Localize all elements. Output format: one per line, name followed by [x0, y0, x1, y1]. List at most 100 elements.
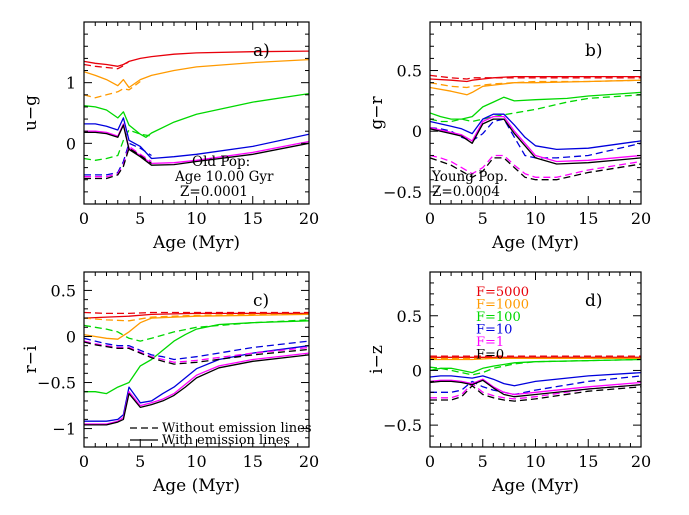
- series-group: [430, 355, 641, 402]
- x-tick-label: 0: [79, 209, 89, 228]
- series-line-f-1000-with-lines: [84, 58, 309, 89]
- series-line-f-1000-without-lines: [84, 80, 141, 99]
- series-line-f-5000-without-lines: [430, 74, 641, 80]
- x-axis-title: Age (Myr): [152, 233, 240, 253]
- annotation-text: Z=0.0001: [180, 184, 248, 200]
- series-line-f-0-without-lines: [430, 157, 641, 181]
- series-line-f-1-without-lines: [84, 340, 309, 363]
- series-line-f-0-without-lines: [430, 385, 641, 402]
- series-line-f-10-without-lines: [430, 118, 641, 159]
- y-tick-label: 0.5: [51, 281, 76, 300]
- y-tick-label: −0.5: [37, 374, 76, 393]
- series-line-f-100-with-lines: [84, 92, 309, 138]
- series-line-f-1000-with-lines: [430, 79, 641, 96]
- series-line-f-1-without-lines: [430, 382, 641, 400]
- x-axis-title: Age (Myr): [152, 476, 240, 496]
- y-axis-title: g−r: [367, 96, 387, 130]
- x-tick-label: 0: [79, 452, 89, 471]
- x-tick-label: 5: [478, 209, 488, 228]
- series-line-f-1000-with-lines: [84, 313, 309, 340]
- y-axis-title: r−i: [21, 345, 41, 373]
- x-tick-label: 0: [425, 209, 435, 228]
- series-line-f-1-without-lines: [430, 154, 641, 178]
- annotation-text: Old Pop:: [192, 154, 250, 170]
- x-tick-label: 15: [578, 452, 598, 471]
- x-tick-label: 20: [299, 452, 319, 471]
- panel-tag: c): [253, 291, 269, 311]
- x-tick-label: 10: [525, 452, 545, 471]
- y-tick-label: 0.5: [397, 307, 422, 326]
- series-line-f-10-with-lines: [430, 113, 641, 151]
- series-group: [430, 74, 641, 181]
- x-tick-label: 10: [186, 209, 206, 228]
- series-line-f-5000-with-lines: [84, 312, 309, 319]
- legend-dashed-label: Without emission lines: [162, 421, 312, 436]
- series-line-f-0-with-lines: [430, 118, 641, 165]
- y-tick-label: 0: [66, 134, 76, 153]
- panel-tag: b): [585, 41, 603, 61]
- x-tick-label: 20: [631, 209, 651, 228]
- series-line-f-100-without-lines: [84, 319, 309, 342]
- legend-entry: F=1000: [476, 298, 529, 313]
- x-tick-label: 5: [135, 452, 145, 471]
- series-line-f-1-without-lines: [84, 145, 152, 178]
- series-line-f-0-without-lines: [84, 147, 152, 180]
- y-tick-label: 0.5: [397, 62, 422, 81]
- series-line-f-10-without-lines: [84, 142, 152, 176]
- y-axis-title: i−z: [367, 345, 387, 374]
- series-line-f-0-with-lines: [84, 124, 309, 166]
- series-group: [84, 50, 309, 180]
- x-axis-title: Age (Myr): [491, 476, 579, 496]
- panel-tag: a): [253, 41, 270, 61]
- series-line-f-1-with-lines: [430, 115, 641, 163]
- series-line-f-1000-without-lines: [430, 79, 641, 89]
- x-tick-label: 20: [631, 452, 651, 471]
- y-tick-label: −0.5: [383, 183, 422, 202]
- panel-c: 0 5 10 15 20 −1 −0.5 0 0.5 Age (Myr) r−i c) Without …: [21, 271, 319, 496]
- x-tick-label: 5: [478, 452, 488, 471]
- series-line-f-100-without-lines: [430, 94, 641, 123]
- x-tick-label: 15: [243, 209, 263, 228]
- series-line-f-10-with-lines: [84, 117, 309, 160]
- y-tick-label: 0: [412, 122, 422, 141]
- x-tick-label: 10: [186, 452, 206, 471]
- series-line-f-1-with-lines: [430, 378, 641, 396]
- series-line-f-5000-without-lines: [84, 311, 309, 315]
- series-line-f-100-with-lines: [430, 358, 641, 374]
- x-axis-title: Age (Myr): [491, 233, 579, 253]
- x-tick-label: 20: [299, 209, 319, 228]
- series-line-f-1000-without-lines: [84, 313, 309, 322]
- annotation-text: Z=0.0004: [432, 184, 500, 200]
- x-tick-label: 15: [578, 209, 598, 228]
- series-line-f-10-with-lines: [430, 371, 641, 387]
- annotation-text: Young Pop.: [431, 169, 508, 185]
- y-tick-label: 1: [66, 74, 76, 93]
- legend-entry: F=10: [476, 323, 512, 338]
- series-line-f-5000-with-lines: [84, 50, 309, 67]
- y-tick-label: −0.5: [383, 416, 422, 435]
- x-tick-label: 0: [425, 452, 435, 471]
- y-axis-title: u−g: [21, 95, 41, 131]
- series-line-f-1-with-lines: [84, 352, 309, 425]
- legend-entry: F=1: [476, 335, 504, 350]
- series-line-f-100-without-lines: [84, 129, 152, 161]
- legend-entry: F=100: [476, 310, 521, 325]
- series-line-f-5000-without-lines: [84, 60, 130, 70]
- legend-entry: F=0: [476, 348, 504, 363]
- series-line-f-10-without-lines: [84, 337, 309, 361]
- series-line-f-0-with-lines: [430, 379, 641, 398]
- y-tick-label: −1: [52, 420, 76, 439]
- y-tick-label: 0: [412, 361, 422, 380]
- x-tick-label: 10: [525, 209, 545, 228]
- annotation-text: Age 10.00 Gyr: [174, 169, 274, 185]
- series-line-f-100-without-lines: [430, 358, 641, 376]
- series-group: [84, 311, 309, 426]
- series-line-f-0-with-lines: [84, 354, 309, 426]
- x-tick-label: 15: [243, 452, 263, 471]
- legend-solid-label: With emission lines: [162, 433, 290, 448]
